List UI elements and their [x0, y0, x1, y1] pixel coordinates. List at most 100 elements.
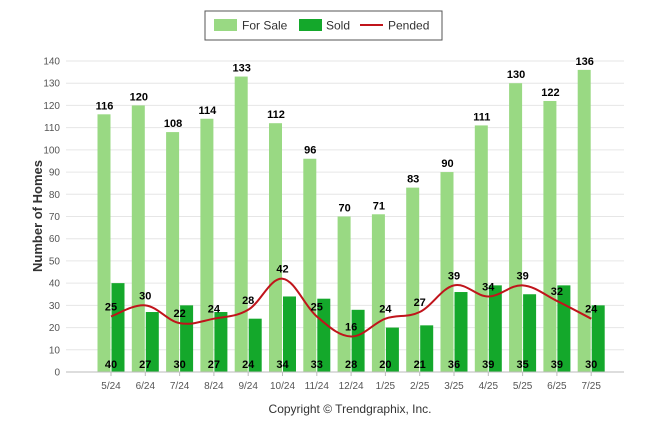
y-tick-label: 140: [43, 57, 60, 68]
data-label-sold: 24: [242, 359, 255, 371]
x-tick-label: 4/25: [479, 381, 499, 392]
y-tick-label: 110: [44, 123, 60, 134]
x-tick-label: 8/24: [204, 381, 224, 392]
bar-sold: [591, 305, 605, 372]
bar-sold: [488, 285, 502, 372]
bar-for-sale: [200, 118, 214, 372]
x-tick-label: 1/25: [376, 381, 396, 392]
copyright-footer: Copyright © Trendgraphix, Inc.: [269, 402, 432, 416]
legend-swatch-for-sale: [214, 19, 237, 31]
data-label-pended: 34: [482, 281, 495, 293]
x-tick-label: 12/24: [339, 381, 364, 392]
x-tick-label: 9/24: [238, 381, 258, 392]
bar-for-sale: [131, 105, 145, 372]
data-label-pended: 24: [208, 304, 221, 316]
data-label-for-sale: 90: [441, 158, 453, 170]
bar-sold: [214, 312, 228, 372]
data-label-pended: 24: [379, 304, 392, 316]
bar-for-sale: [440, 172, 454, 372]
data-label-pended: 24: [585, 304, 598, 316]
data-label-for-sale: 116: [96, 100, 114, 112]
bar-for-sale: [577, 69, 591, 372]
legend: For Sale Sold Pended: [204, 10, 443, 41]
y-tick-label: 20: [49, 323, 61, 334]
bar-sold: [454, 292, 468, 372]
data-label-for-sale: 111: [473, 111, 490, 123]
y-tick-label: 120: [43, 101, 60, 112]
data-label-for-sale: 71: [373, 200, 385, 212]
data-label-pended: 32: [551, 286, 563, 298]
bar-sold: [385, 327, 399, 372]
bar-for-sale: [269, 123, 282, 372]
data-label-sold: 30: [173, 359, 185, 371]
data-labels: 116 40 120 27 108 30 114 27 133 24 112 34 96 33 70 28 71…: [96, 56, 599, 371]
bar-sold: [420, 325, 434, 372]
legend-swatch-sold: [299, 19, 322, 31]
y-tick-label: 40: [49, 279, 61, 290]
y-axis-label: Number of Homes: [30, 160, 45, 272]
data-label-for-sale: 96: [304, 145, 316, 157]
legend-label-pended: Pended: [388, 19, 429, 33]
bar-sold: [248, 318, 262, 372]
data-label-for-sale: 70: [338, 203, 350, 215]
bar-for-sale: [166, 132, 180, 372]
x-axis-ticks: 5/24 6/24 7/24 8/24 9/24 10/24 11/24 12/24 1/25 2…: [101, 372, 601, 392]
x-tick-label: 11/24: [305, 381, 330, 392]
bar-for-sale: [509, 83, 523, 372]
data-label-sold: 39: [551, 359, 563, 371]
y-tick-label: 90: [49, 168, 61, 179]
legend-label-for-sale: For Sale: [242, 19, 288, 33]
bar-for-sale: [97, 114, 111, 373]
y-tick-label: 10: [49, 345, 61, 356]
x-tick-label: 6/25: [547, 381, 567, 392]
data-label-sold: 35: [516, 359, 528, 371]
data-label-pended: 39: [516, 270, 528, 282]
data-label-pended: 25: [105, 301, 117, 313]
data-label-sold: 28: [345, 359, 357, 371]
data-label-for-sale: 122: [541, 87, 559, 99]
data-label-sold: 40: [105, 359, 117, 371]
data-label-for-sale: 112: [267, 109, 285, 121]
bar-for-sale: [474, 125, 488, 373]
data-label-sold: 34: [276, 359, 289, 371]
legend-label-sold: Sold: [326, 19, 350, 33]
data-label-sold: 27: [139, 359, 151, 371]
data-label-pended: 39: [448, 270, 460, 282]
bar-sold: [145, 312, 159, 372]
bar-for-sale: [234, 76, 248, 373]
data-label-for-sale: 133: [233, 63, 251, 75]
data-label-for-sale: 108: [164, 118, 182, 130]
x-tick-label: 2/25: [410, 381, 430, 392]
x-tick-label: 7/24: [170, 381, 190, 392]
data-label-pended: 30: [139, 290, 151, 302]
x-tick-label: 5/24: [101, 381, 121, 392]
x-tick-label: 3/25: [444, 381, 464, 392]
bar-for-sale: [371, 214, 385, 372]
y-tick-label: 60: [49, 234, 61, 245]
bars: [97, 69, 605, 373]
legend-box: [204, 10, 443, 41]
pended-line-group: [110, 277, 592, 338]
data-label-sold: 20: [379, 359, 391, 371]
bar-sold: [351, 309, 365, 372]
data-label-sold: 27: [208, 359, 220, 371]
y-tick-label: 130: [43, 79, 60, 90]
x-tick-label: 7/25: [581, 381, 601, 392]
data-label-pended: 27: [414, 297, 426, 309]
data-label-pended: 25: [311, 301, 323, 313]
data-label-for-sale: 83: [407, 174, 419, 186]
y-axis-ticks: 0 10 20 30 40 50 60 70 80 90 100 110 120 130 140: [43, 57, 60, 379]
data-label-for-sale: 114: [199, 105, 218, 117]
data-label-for-sale: 120: [130, 91, 148, 103]
y-tick-label: 70: [49, 212, 61, 223]
bar-sold: [523, 294, 537, 372]
bar-sold: [180, 305, 194, 372]
bar-for-sale: [406, 187, 420, 372]
x-tick-label: 10/24: [270, 381, 295, 392]
data-label-pended: 28: [242, 295, 254, 307]
x-tick-label: 6/24: [136, 381, 156, 392]
data-label-sold: 36: [448, 359, 460, 371]
bar-for-sale: [543, 100, 557, 372]
x-tick-label: 5/25: [513, 381, 533, 392]
